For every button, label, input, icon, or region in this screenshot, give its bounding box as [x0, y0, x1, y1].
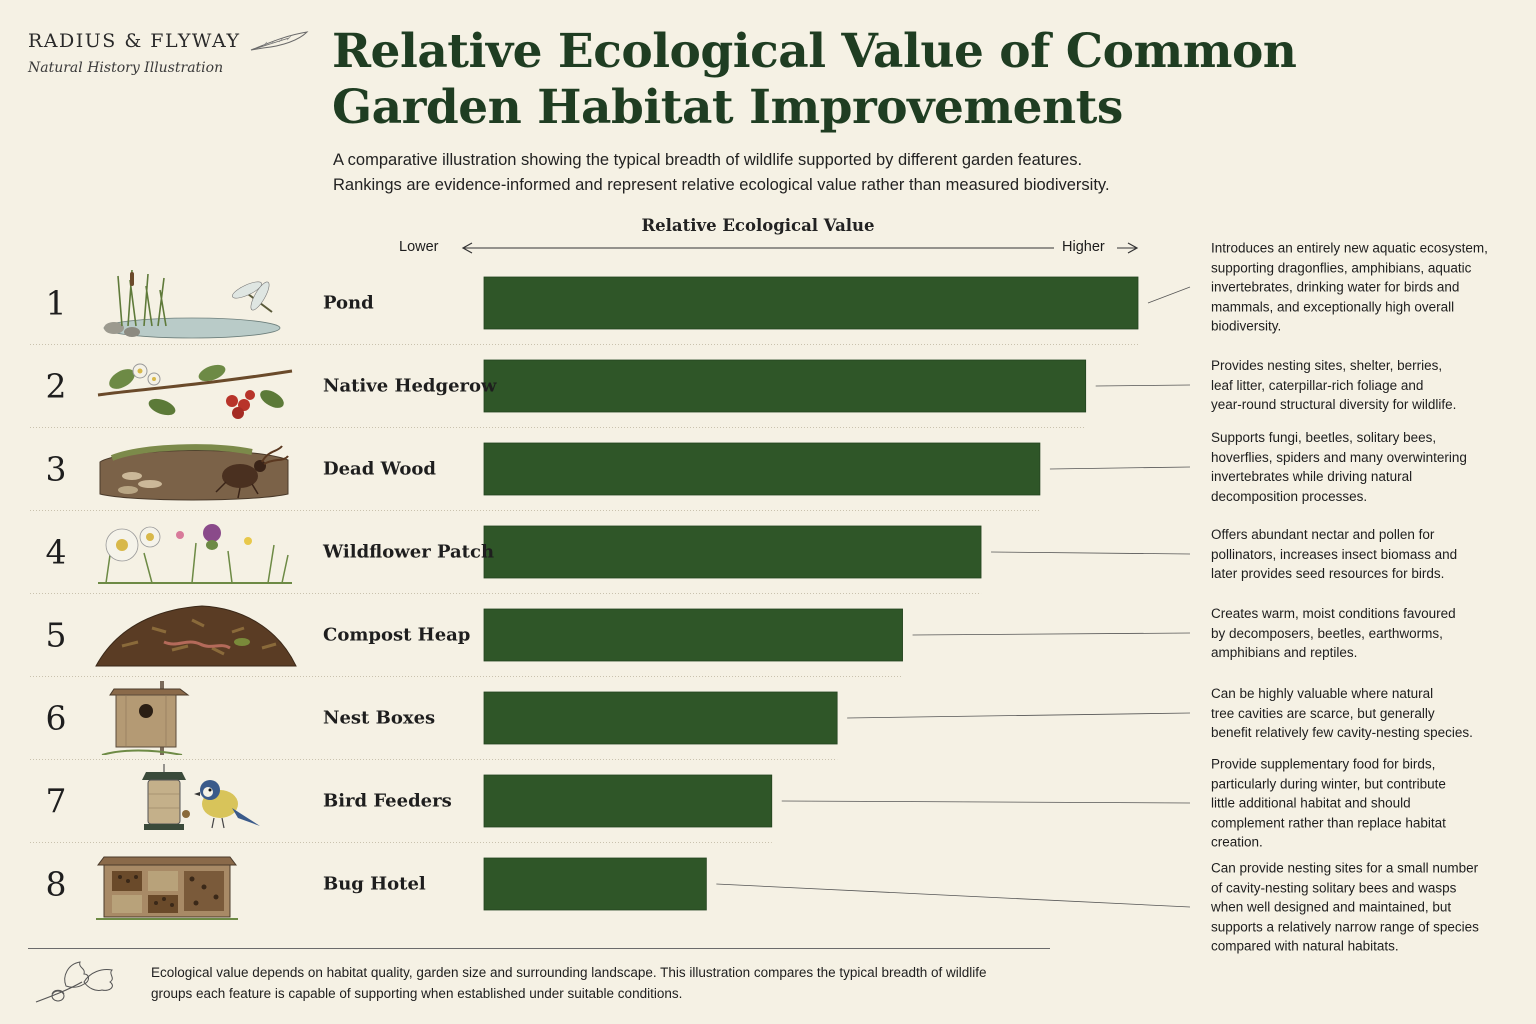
- description-line: invertebrates while driving natural: [1211, 469, 1413, 484]
- rank-number: 7: [45, 781, 67, 821]
- compost-heap-icon: [95, 605, 297, 667]
- description-line: Can provide nesting sites for a small nu…: [1211, 860, 1479, 876]
- axis-high-label: Higher: [1062, 239, 1105, 255]
- oak-leaf-acorn-icon: [35, 961, 114, 1003]
- description-line: Provide supplementary food for birds,: [1211, 756, 1436, 772]
- brand-name: RADIUS & FLYWAY: [28, 30, 241, 52]
- category-label: Wildflower Patch: [323, 541, 495, 563]
- description-line: particularly during winter, but contribu…: [1211, 775, 1446, 791]
- category-description: Can provide nesting sites for a small nu…: [1211, 858, 1511, 956]
- pond-dragonfly-icon: [103, 269, 281, 339]
- category-label: Bird Feeders: [323, 790, 452, 812]
- description-line: complement rather than replace habitat: [1211, 814, 1446, 830]
- wildflower-icon: [98, 524, 292, 584]
- leader-line: [912, 632, 1191, 636]
- category-description: Can be highly valuable where natural tree…: [1211, 684, 1511, 743]
- feather-icon: [250, 31, 308, 51]
- leader-line: [1095, 384, 1191, 387]
- leader-line: [1147, 286, 1191, 304]
- leader-line: [1049, 466, 1191, 470]
- description-line: creation.: [1211, 834, 1263, 850]
- description-line: supports a relatively narrow range of sp…: [1211, 918, 1479, 934]
- bar-bird-feeders: [483, 774, 773, 828]
- leader-line: [991, 551, 1191, 555]
- description-line: Offers abundant nectar and pollen for: [1211, 526, 1435, 542]
- bar-wildflower-patch: [483, 525, 982, 579]
- footer-line-1: Ecological value depends on habitat qual…: [151, 965, 987, 980]
- brand-tagline: Natural History Illustration: [28, 60, 224, 76]
- category-description: Offers abundant nectar and pollen for pol…: [1211, 525, 1511, 584]
- description-line: Introduces an entirely new aquatic ecosy…: [1211, 240, 1488, 256]
- bird-feeder-icon: [142, 764, 260, 830]
- category-label: Nest Boxes: [323, 707, 436, 729]
- description-line: amphibians and reptiles.: [1211, 644, 1358, 660]
- description-line: year-round structural diversity for wild…: [1211, 396, 1457, 412]
- title-line-1: Relative Ecological Value of Common: [332, 24, 1297, 79]
- bar-pond: [483, 276, 1139, 330]
- description-line: little additional habitat and should: [1211, 795, 1411, 811]
- hedgerow-berries-icon: [97, 363, 293, 419]
- rank-number: 2: [45, 366, 67, 406]
- category-description: Introduces an entirely new aquatic ecosy…: [1211, 238, 1511, 336]
- category-description: Provides nesting sites, shelter, berries…: [1211, 356, 1511, 415]
- category-label: Compost Heap: [323, 624, 471, 646]
- title-line-2: Garden Habitat Improvements: [332, 80, 1123, 135]
- rank-number: 6: [45, 698, 67, 738]
- description-line: tree cavities are scarce, but generally: [1211, 705, 1435, 721]
- brand: RADIUS & FLYWAY Natural History Illustra…: [28, 30, 309, 76]
- description-line: Supports fungi, beetles, solitary bees,: [1211, 430, 1437, 445]
- bug-hotel-icon: [96, 856, 238, 920]
- description-line: biodiversity.: [1211, 318, 1282, 334]
- description-line: invertebrates, drinking water for birds …: [1211, 279, 1460, 295]
- category-label: Native Hedgerow: [323, 375, 497, 397]
- category-label: Pond: [323, 292, 374, 314]
- description-line: by decomposers, beetles, earthworms,: [1211, 625, 1443, 641]
- description-line: Creates warm, moist conditions favoured: [1211, 605, 1456, 621]
- leader-line: [716, 883, 1191, 908]
- rank-number: 3: [45, 449, 67, 489]
- description-line: compared with natural habitats.: [1211, 938, 1399, 954]
- category-description: Provide supplementary food for birds, par…: [1211, 754, 1511, 852]
- page-title: Relative Ecological Value of Common Gard…: [332, 24, 1332, 136]
- axis-arrow: [461, 242, 1139, 254]
- description-line: of cavity-nesting solitary bees and wasp…: [1211, 879, 1457, 895]
- description-line: leaf litter, caterpillar-rich foliage an…: [1211, 377, 1424, 393]
- description-line: mammals, and exceptionally high overall: [1211, 298, 1455, 314]
- description-line: supporting dragonflies, amphibians, aqua…: [1211, 259, 1472, 275]
- category-description: Creates warm, moist conditions favoured b…: [1211, 604, 1511, 663]
- bar-nest-boxes: [483, 691, 838, 745]
- nest-box-icon: [101, 681, 190, 755]
- category-description: Supports fungi, beetles, solitary bees, h…: [1211, 428, 1511, 506]
- dead-wood-beetle-icon: [99, 444, 289, 501]
- description-line: when well designed and maintained, but: [1211, 899, 1452, 915]
- bar-dead-wood: [483, 442, 1041, 496]
- rank-number: 1: [45, 283, 67, 323]
- subtitle-line-1: A comparative illustration showing the t…: [333, 151, 1083, 169]
- bar-bug-hotel: [483, 857, 707, 911]
- description-line: pollinators, increases insect biomass an…: [1211, 546, 1458, 562]
- subtitle-line-2: Rankings are evidence-informed and repre…: [333, 176, 1110, 194]
- rank-number: 8: [45, 864, 67, 904]
- description-line: benefit relatively few cavity-nesting sp…: [1211, 724, 1473, 740]
- description-line: decomposition processes.: [1211, 488, 1368, 504]
- leader-line: [781, 800, 1191, 804]
- description-line: Provides nesting sites, shelter, berries…: [1211, 357, 1443, 373]
- axis-low-label: Lower: [399, 239, 439, 255]
- bar-compost-heap: [483, 608, 903, 662]
- rank-number: 5: [45, 615, 67, 655]
- description-line: Can be highly valuable where natural: [1211, 685, 1434, 701]
- axis-title: Relative Ecological Value: [641, 216, 875, 235]
- description-line: hoverflies, spiders and many overwinteri…: [1211, 449, 1467, 465]
- bar-native-hedgerow: [483, 359, 1087, 413]
- category-label: Dead Wood: [323, 458, 436, 480]
- footer-divider: [28, 948, 1050, 949]
- description-line: later provides seed resources for birds.: [1211, 565, 1445, 581]
- leader-line: [847, 712, 1191, 719]
- rank-number: 4: [45, 532, 67, 572]
- footer-note: Ecological value depends on habitat qual…: [151, 962, 1051, 1004]
- page-subtitle: A comparative illustration showing the t…: [333, 148, 1213, 198]
- category-label: Bug Hotel: [323, 873, 426, 895]
- footer-line-2: groups each feature is capable of suppor…: [151, 986, 683, 1001]
